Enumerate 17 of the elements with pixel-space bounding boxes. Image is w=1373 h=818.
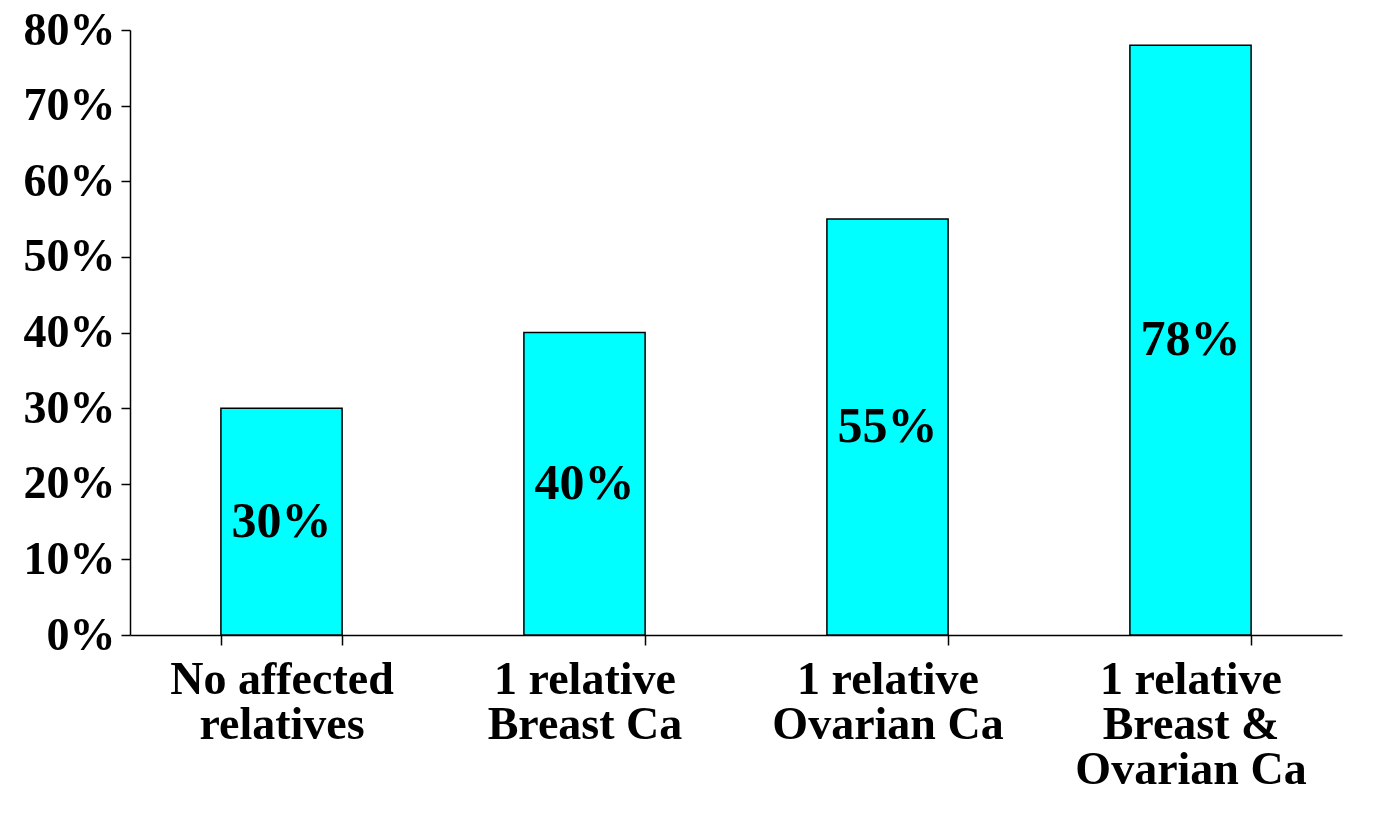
y-tick-label: 70% — [23, 79, 116, 131]
data-label: 40% — [534, 453, 635, 510]
y-tick-label: 10% — [23, 532, 116, 584]
x-tick-label: 1 relative Breast Ca — [487, 652, 683, 749]
x-tick-label: 1 relative Breast & Ovarian Ca — [1075, 652, 1307, 794]
y-tick-label: 60% — [23, 154, 116, 206]
data-label: 78% — [1140, 310, 1241, 367]
y-tick-label: 0% — [46, 608, 116, 660]
y-tick-label: 30% — [23, 381, 116, 433]
x-tick-label: No affected relatives — [170, 652, 395, 749]
y-tick-label: 40% — [23, 306, 116, 357]
data-label: 55% — [837, 397, 938, 454]
y-tick-label: 80% — [23, 3, 116, 55]
y-tick-label: 20% — [23, 457, 116, 509]
data-label: 30% — [231, 491, 332, 548]
y-tick-label: 50% — [23, 230, 116, 282]
x-tick-label: 1 relative Ovarian Ca — [772, 652, 1004, 749]
